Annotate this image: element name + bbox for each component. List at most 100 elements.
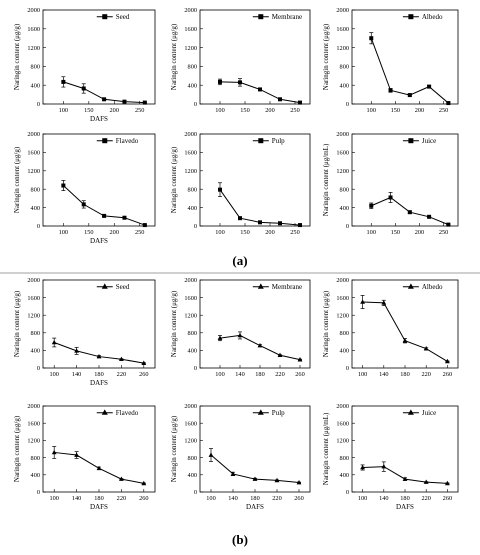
x-tick-label: 200 (415, 107, 424, 114)
data-point (298, 223, 302, 228)
y-tick-label: 1600 (336, 26, 349, 33)
x-tick-label: 250 (439, 229, 448, 236)
y-tick-label: 1200 (184, 312, 197, 319)
y-tick-label: 800 (340, 186, 349, 193)
data-point (122, 215, 127, 220)
y-tick-label: 800 (188, 330, 197, 337)
y-tick-label: 400 (188, 205, 197, 212)
legend-marker (257, 409, 264, 415)
data-point (446, 101, 451, 106)
data-point (74, 348, 79, 353)
data-point (369, 203, 374, 208)
y-tick-label: 400 (340, 348, 349, 355)
data-point (388, 88, 393, 93)
y-axis-label: Naringin content (μg/g) (170, 23, 178, 90)
data-point (423, 346, 429, 351)
legend-label: Membrane (272, 283, 302, 291)
y-tick-label: 1200 (184, 45, 197, 52)
y-tick-label: 2000 (184, 277, 197, 284)
data-point (51, 339, 57, 345)
y-tick-label: 400 (340, 82, 349, 89)
y-tick-label: 1600 (184, 295, 197, 302)
x-axis-label: DAFS (246, 503, 264, 511)
y-axis-label: Naringin content (μg/g) (170, 146, 178, 213)
series-line (54, 342, 144, 364)
series-line (219, 189, 301, 226)
y-tick-label: 2000 (27, 131, 40, 138)
y-tick-label: 2000 (27, 277, 40, 284)
data-point (427, 84, 432, 89)
data-point (381, 464, 387, 469)
data-point (218, 79, 222, 84)
x-tick-label: 250 (290, 107, 299, 114)
x-tick-label: 100 (206, 495, 215, 502)
plot-frame (199, 279, 311, 369)
y-axis-label: Naringin content (μg/g) (13, 23, 21, 90)
legend-label: Juice (422, 409, 436, 417)
y-tick-label: 0 (194, 365, 197, 372)
data-point (278, 97, 282, 102)
x-tick-label: 150 (84, 229, 93, 236)
data-point (402, 476, 408, 481)
legend-label: Pulp (272, 409, 285, 417)
legend-marker (258, 138, 264, 144)
y-tick-label: 400 (31, 472, 40, 479)
data-point (388, 195, 393, 200)
panel-a-label: (a) (232, 253, 247, 268)
data-point (238, 80, 242, 85)
data-point (96, 353, 102, 359)
x-tick-label: 260 (295, 371, 304, 378)
x-tick-label: 220 (117, 371, 126, 378)
chart-a-pulp: 0 400 800 1200 1600 2000 100 150 200 250 Naringin … (170, 131, 311, 236)
legend-marker (407, 283, 414, 289)
chart-a-albedo: 0 400 800 1200 1600 2000 100 150 200 250 Naringin … (322, 7, 459, 114)
panel-b-label: (b) (232, 532, 248, 547)
y-tick-label: 1600 (184, 420, 197, 427)
data-point (423, 479, 429, 484)
y-axis-label: Naringin content (μg/g) (322, 23, 330, 90)
chart-a-seed: 0 400 800 1200 1600 2000 100 150 200 250 Naringin … (13, 7, 156, 123)
legend-label: Flavedo (116, 409, 139, 417)
data-point (102, 213, 107, 218)
y-tick-label: 1600 (27, 26, 40, 33)
y-tick-label: 1600 (336, 150, 349, 157)
x-axis-label: DAFS (90, 503, 108, 511)
y-tick-label: 800 (340, 455, 349, 462)
x-tick-label: 200 (110, 229, 119, 236)
data-point (445, 358, 450, 364)
legend-label: Membrane (272, 13, 302, 21)
y-axis-label: Naringin content (μg/g) (170, 415, 178, 482)
y-tick-label: 800 (340, 330, 349, 337)
x-tick-label: 220 (272, 495, 281, 502)
chart-b-albedo: 0 400 800 1200 1600 2000 100 140 180 220 260 Naring… (322, 277, 459, 378)
y-tick-label: 2000 (336, 7, 349, 14)
y-tick-label: 800 (340, 64, 349, 71)
y-tick-label: 1600 (336, 420, 349, 427)
legend-label: Pulp (272, 137, 285, 145)
x-tick-label: 100 (358, 371, 367, 378)
data-point (238, 216, 242, 221)
data-point (277, 352, 283, 358)
data-point (208, 452, 214, 457)
y-tick-label: 0 (37, 489, 40, 496)
y-axis-label: Naringin content (μg/g) (13, 415, 21, 482)
y-tick-label: 2000 (184, 7, 197, 14)
x-tick-label: 260 (139, 495, 148, 502)
data-point (74, 452, 79, 457)
x-tick-label: 100 (49, 495, 58, 502)
y-tick-label: 400 (188, 472, 197, 479)
data-point (141, 360, 147, 365)
x-axis-label: DAFS (90, 237, 108, 245)
x-tick-label: 100 (358, 495, 367, 502)
chart-b-seed: 0 400 800 1200 1600 2000 100 140 180 220 260 Naring… (13, 277, 156, 387)
data-point (51, 449, 57, 455)
y-tick-label: 0 (194, 223, 197, 230)
y-tick-label: 0 (194, 101, 197, 108)
data-point (122, 99, 127, 104)
plot-frame (199, 9, 311, 105)
y-tick-label: 2000 (27, 7, 40, 14)
x-tick-label: 220 (117, 495, 126, 502)
y-tick-label: 800 (31, 64, 40, 71)
y-tick-label: 2000 (336, 277, 349, 284)
chart-b-pulp: 0 400 800 1200 1600 2000 100 140 180 220 260 Naring… (170, 403, 311, 511)
